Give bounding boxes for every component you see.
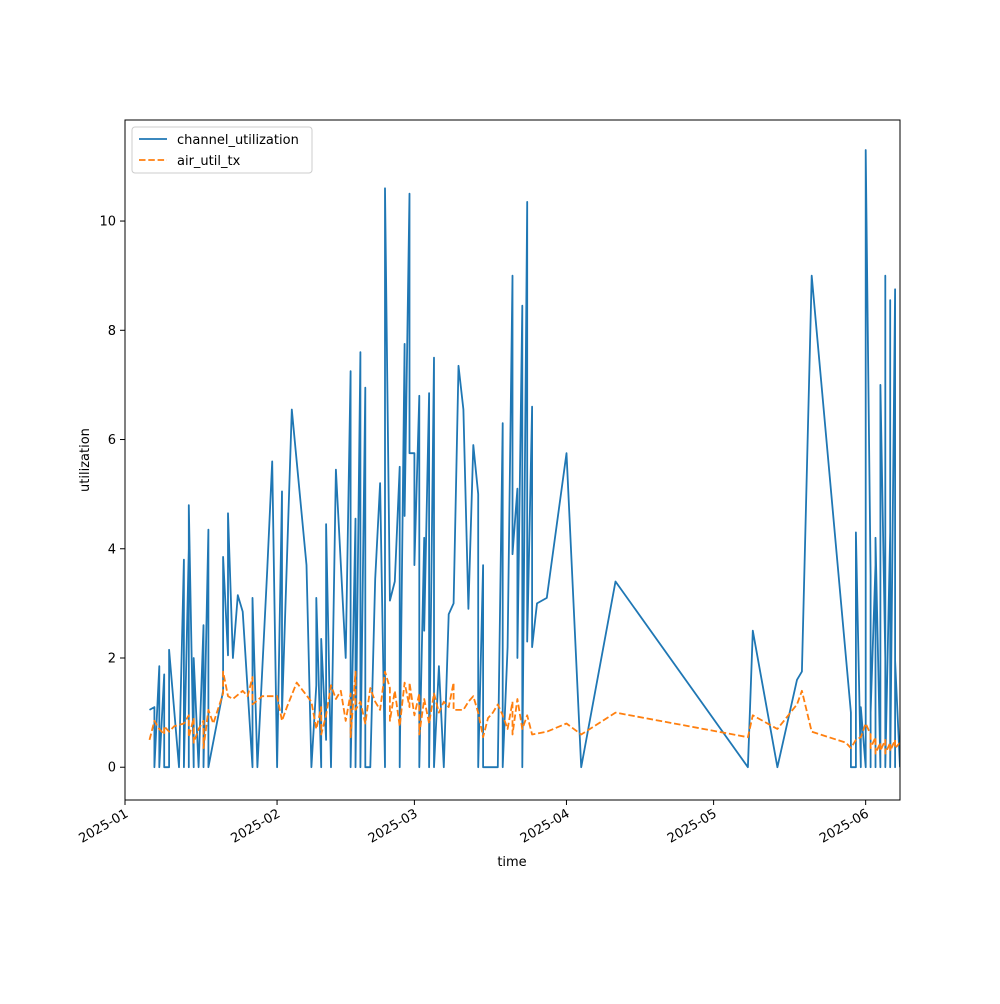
y-tick-label: 10 [99, 215, 116, 230]
y-tick-label: 4 [108, 542, 116, 557]
legend-label-air-util-tx: air_util_tx [177, 154, 241, 169]
y-tick-label: 0 [108, 761, 116, 776]
legend-box [131, 126, 313, 174]
series-line-air-util-tx [148, 670, 900, 755]
y-tick-label: 6 [108, 433, 116, 448]
plot-area-frame [124, 119, 901, 801]
y-axis-label: utilization [78, 428, 93, 492]
legend-label-channel-utilization: channel_utilization [177, 133, 299, 148]
series-layer [148, 149, 900, 769]
legend: channel_utilization air_util_tx [131, 126, 313, 174]
y-axis: 0 2 4 6 8 10 [99, 215, 125, 776]
x-axis-label: time [497, 855, 526, 870]
y-tick-label: 2 [108, 651, 116, 666]
y-tick-label: 8 [108, 324, 116, 339]
